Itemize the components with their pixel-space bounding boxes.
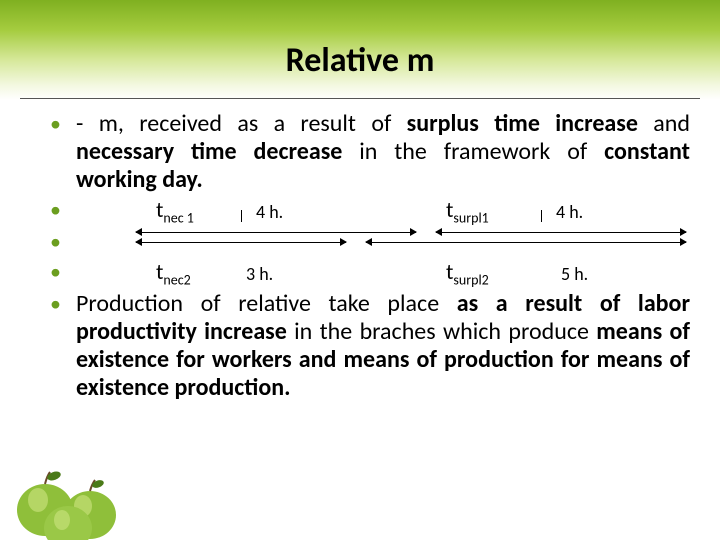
tsurpl1-label: tsurpl1 (446, 196, 489, 232)
page-title: Relative m (0, 40, 720, 81)
p1-b2: necessary time decrease (76, 137, 359, 166)
tsurpl2-label: tsurpl2 (446, 258, 489, 294)
bullet-item-diagram3: • tnec2 3 h. tsurpl2 5 h. (50, 258, 690, 288)
point1-text: - m, received as a result of surplus tim… (76, 110, 690, 194)
arrow-tnec1 (136, 232, 416, 233)
bullet-item-diagram1: • tnec 1 4 h. tsurpl1 4 h. (50, 196, 690, 226)
p1-mid2: in the framework of (359, 137, 604, 166)
diagram-lines (76, 228, 690, 250)
arrow-tsurpl2 (366, 242, 686, 243)
point2-text: Production of relative take place as a r… (76, 290, 690, 402)
tnec1-label: tnec 1 (156, 196, 194, 232)
arrow-tsurpl1 (436, 232, 686, 233)
content-area: • - m, received as a result of surplus t… (50, 110, 690, 404)
arrow-tnec2 (136, 242, 346, 243)
bullet-icon: • (50, 196, 76, 224)
tnec2-label: tnec2 (156, 258, 191, 294)
bullet-item-diagram2: • (50, 228, 690, 256)
apples-decoration (0, 400, 150, 540)
tsurpl2-value: 5 h. (561, 260, 588, 288)
p1-b1: surplus time increase (407, 109, 638, 138)
tsurpl1-value: 4 h. (556, 198, 583, 226)
tnec1-value: 4 h. (256, 198, 283, 226)
bullet-icon: • (50, 258, 76, 286)
bullet-item-2: • Production of relative take place as a… (50, 290, 690, 402)
bullet-item-1: • - m, received as a result of surplus t… (50, 110, 690, 194)
p2-mid1: in the braches which produce (294, 317, 596, 346)
tnec2-value: 3 h. (246, 260, 273, 288)
p2-prefix: Production of relative take place (76, 289, 457, 318)
bullet-icon: • (50, 228, 76, 256)
p1-mid: and (638, 109, 690, 138)
bullet-icon: • (50, 290, 76, 318)
bullet-icon: • (50, 110, 76, 138)
tick (241, 210, 242, 222)
header-divider (20, 98, 700, 99)
p1-prefix: - m, received as a result of (76, 109, 407, 138)
tick (541, 210, 542, 222)
diagram-row2: tnec2 3 h. tsurpl2 5 h. (76, 258, 690, 288)
diagram-row1: tnec 1 4 h. tsurpl1 4 h. (76, 196, 690, 226)
